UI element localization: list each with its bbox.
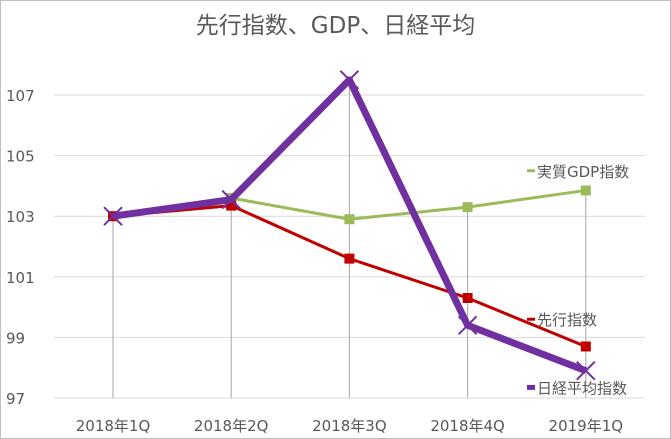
y-tick-label: 99 [6,329,25,347]
y-tick-label: 107 [6,87,35,105]
y-tick-label: 97 [6,390,25,408]
chart-title: 先行指数、GDP、日経平均 [195,13,476,39]
y-tick-label: 103 [6,208,35,226]
data-point-marker [576,361,596,381]
x-tick-label: 2018年2Q [194,417,269,435]
y-tick-label: 105 [6,148,35,166]
data-point-marker [457,315,478,335]
data-point-marker [103,206,123,226]
data-point-marker [462,293,473,304]
data-point-marker [221,189,241,210]
x-tick-label: 2019年1Q [549,417,624,435]
data-point-marker [339,70,360,90]
x-tick-label: 2018年1Q [76,417,151,435]
data-point-marker [462,202,473,213]
x-tick-label: 2018年4Q [430,417,505,435]
data-point-marker [344,214,355,225]
legend-label: 日経平均指数 [537,379,627,397]
legend-label: 実質GDP指数 [537,163,629,181]
legend-label: 先行指数 [537,311,597,329]
x-tick-label: 2018年3Q [312,417,387,435]
data-point-marker [344,253,355,264]
y-tick-label: 101 [6,269,35,287]
data-point-marker [580,185,591,196]
data-point-marker [580,341,591,352]
data-point-marker [226,200,237,211]
